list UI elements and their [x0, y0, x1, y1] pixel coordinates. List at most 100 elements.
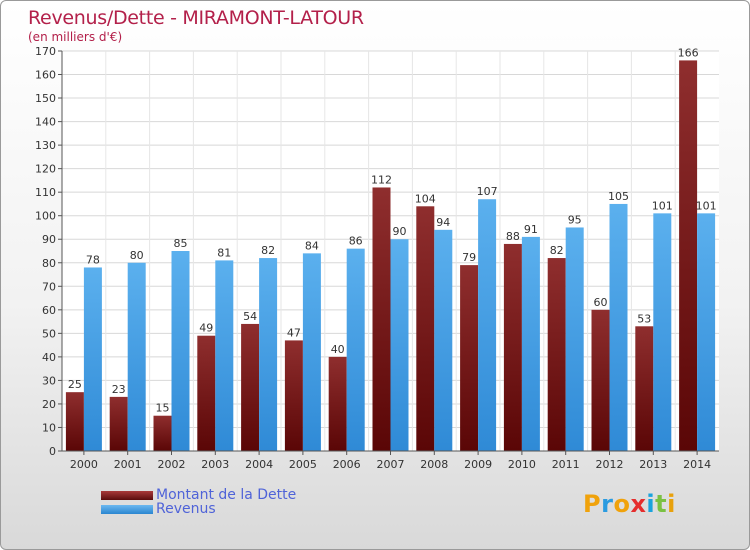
y-tick-label: 40 [42, 351, 56, 364]
legend-label-debt: Montant de la Dette [156, 487, 297, 503]
data-label-revenue: 78 [86, 253, 100, 266]
x-tick-label: 2014 [683, 458, 711, 471]
bar-revenue [215, 260, 234, 451]
y-tick-label: 140 [35, 116, 56, 129]
axis-layer: 0 10 20 30 40 50 60 70 80 90 100 110 120 130 140 150 160… [35, 45, 719, 471]
y-tick-label: 90 [42, 233, 56, 246]
x-tick-label: 2011 [552, 458, 580, 471]
data-label-debt: 47 [287, 326, 301, 339]
y-tick-label: 100 [35, 210, 56, 223]
y-tick-label: 20 [42, 398, 56, 411]
x-tick-label: 2001 [114, 458, 142, 471]
x-tick-label: 2000 [70, 458, 98, 471]
bar-revenue [390, 239, 409, 451]
bar-debt [241, 323, 260, 451]
x-tick-label: 2010 [508, 458, 536, 471]
y-tick-label: 70 [42, 280, 56, 293]
bar-revenue [434, 229, 453, 451]
data-label-debt: 49 [199, 322, 213, 335]
bar-debt [547, 258, 566, 451]
logo-letter: i [646, 490, 656, 518]
logo-letter: x [630, 490, 647, 518]
bar-revenue [83, 267, 102, 451]
bar-debt [284, 340, 303, 451]
x-tick-label: 2004 [245, 458, 273, 471]
data-label-revenue: 84 [305, 239, 319, 252]
data-label-revenue: 95 [568, 213, 582, 226]
bar-revenue [521, 236, 540, 451]
y-tick-label: 130 [35, 139, 56, 152]
bar-debt [328, 356, 347, 451]
data-label-debt: 112 [371, 173, 392, 186]
y-tick-label: 80 [42, 257, 56, 270]
data-label-debt: 40 [331, 343, 345, 356]
logo-letter: P [583, 490, 602, 518]
bar-debt [679, 60, 698, 451]
data-label-revenue: 81 [217, 246, 231, 259]
bar-revenue [346, 248, 365, 451]
data-label-revenue: 101 [696, 199, 717, 212]
x-tick-label: 2012 [596, 458, 624, 471]
bar-debt [460, 265, 479, 451]
x-tick-label: 2013 [639, 458, 667, 471]
bar-debt [153, 415, 172, 451]
bar-debt [197, 335, 216, 451]
proxiti-logo: Proxiti [583, 490, 676, 518]
data-label-debt: 79 [462, 251, 476, 264]
bar-debt [591, 309, 610, 451]
bar-debt [635, 326, 654, 451]
bar-revenue [171, 251, 190, 451]
bar-revenue [609, 203, 628, 451]
legend-label-revenue: Revenus [156, 501, 216, 517]
y-tick-label: 30 [42, 374, 56, 387]
data-label-revenue: 91 [524, 223, 538, 236]
data-label-debt: 82 [550, 244, 564, 257]
bar-revenue [127, 262, 146, 451]
bar-revenue [478, 199, 497, 451]
chart-title: Revenus/Dette - MIRAMONT-LATOUR [28, 7, 364, 29]
logo-letter: r [601, 490, 614, 518]
data-label-revenue: 105 [608, 190, 629, 203]
x-tick-label: 2008 [420, 458, 448, 471]
x-tick-label: 2007 [377, 458, 405, 471]
data-label-revenue: 86 [349, 235, 363, 248]
y-tick-label: 110 [35, 186, 56, 199]
data-label-debt: 23 [112, 383, 126, 396]
x-tick-label: 2005 [289, 458, 317, 471]
x-tick-label: 2006 [333, 458, 361, 471]
data-label-debt: 60 [594, 296, 608, 309]
x-tick-label: 2009 [464, 458, 492, 471]
bar-revenue [259, 258, 278, 451]
legend-swatch-revenue [101, 505, 153, 514]
x-tick-label: 2003 [201, 458, 229, 471]
data-label-debt: 25 [68, 378, 82, 391]
data-label-debt: 104 [415, 192, 436, 205]
data-label-debt: 54 [243, 310, 257, 323]
data-label-revenue: 82 [261, 244, 275, 257]
y-tick-label: 150 [35, 92, 56, 105]
data-label-debt: 88 [506, 230, 520, 243]
bar-debt [416, 206, 435, 451]
bar-revenue [302, 253, 321, 451]
y-tick-label: 60 [42, 304, 56, 317]
data-label-debt: 15 [156, 402, 170, 415]
data-label-revenue: 85 [174, 237, 188, 250]
y-tick-label: 0 [49, 445, 56, 458]
data-label-debt: 53 [637, 312, 651, 325]
data-label-revenue: 94 [436, 216, 450, 229]
y-tick-label: 120 [35, 163, 56, 176]
logo-letter: t [655, 490, 668, 518]
data-label-revenue: 80 [130, 249, 144, 262]
bar-revenue [653, 213, 672, 451]
data-label-revenue: 107 [477, 185, 498, 198]
y-tick-label: 170 [35, 45, 56, 58]
bar-debt [109, 396, 128, 451]
chart-subtitle: (en milliers d'€) [28, 30, 123, 44]
y-tick-label: 50 [42, 327, 56, 340]
bar-debt [65, 392, 84, 451]
y-tick-label: 10 [42, 421, 56, 434]
bar-debt [372, 187, 391, 451]
